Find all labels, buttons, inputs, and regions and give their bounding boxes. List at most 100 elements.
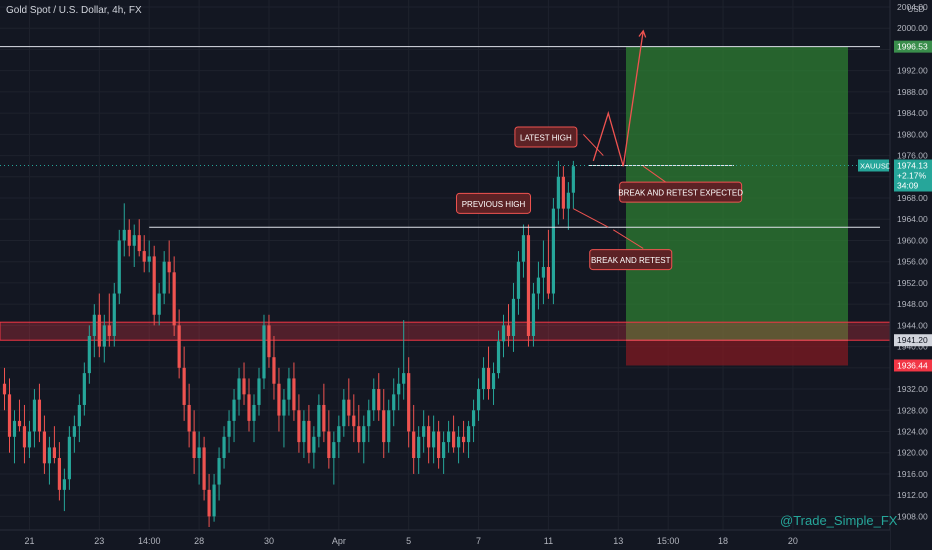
- annotation-box: [589, 249, 673, 271]
- annotation-label: BREAK AND RETEST: [591, 256, 671, 265]
- time-tick-label: 7: [476, 536, 481, 546]
- annotation[interactable]: PREVIOUS HIGH: [456, 192, 532, 214]
- candle-body: [162, 261, 166, 294]
- candle-body: [332, 442, 336, 459]
- time-tick-label: 30: [264, 536, 274, 546]
- candle-body: [127, 229, 131, 246]
- candle-body: [112, 293, 116, 336]
- candle-body: [571, 166, 575, 193]
- candle-body: [347, 399, 351, 416]
- symbol-title: Gold Spot / U.S. Dollar, 4h, FX: [6, 5, 142, 16]
- candle-body: [407, 373, 411, 432]
- candle-body: [402, 373, 406, 384]
- candle-body: [531, 293, 536, 336]
- candle-body: [102, 325, 106, 347]
- time-tick-label: 13: [613, 536, 623, 546]
- candle-body: [122, 229, 126, 241]
- annotation[interactable]: BREAK AND RETEST EXPECTED: [618, 181, 743, 203]
- candle-body: [322, 404, 326, 432]
- candle-body: [282, 399, 286, 416]
- candle-body: [242, 378, 246, 395]
- candle-body: [72, 426, 76, 437]
- annotation-label: BREAK AND RETEST EXPECTED: [618, 189, 743, 198]
- price-tick-label: 1928.00: [897, 405, 928, 415]
- price-tick-label: 1952.00: [897, 278, 928, 288]
- candle-body: [117, 240, 121, 294]
- annotation-box: [619, 181, 743, 203]
- candle-body: [516, 261, 521, 299]
- price-tick-label: 1916.00: [897, 469, 928, 479]
- candle-body: [511, 298, 516, 336]
- axis-bg: [890, 0, 932, 550]
- current-price-bg: [894, 159, 932, 192]
- price-tick-label: 1932.00: [897, 384, 928, 394]
- candle-body: [257, 378, 261, 405]
- candle-body: [372, 389, 376, 411]
- time-tick-label: Apr: [332, 536, 346, 546]
- candle-body: [481, 367, 486, 390]
- price-tick-label: 2000.00: [897, 23, 928, 33]
- price-tick-label: 1988.00: [897, 87, 928, 97]
- annotation[interactable]: BREAK AND RETEST: [589, 249, 673, 271]
- price-tick-label: 1940.00: [897, 342, 928, 352]
- annotation[interactable]: LATEST HIGH: [514, 126, 578, 148]
- candle-body: [67, 436, 71, 480]
- price-axis[interactable]: USD 1908.00 1912.00 1916.00 1920.00 1924.00 19…: [889, 0, 932, 550]
- candle-body: [22, 426, 27, 448]
- candle-body: [107, 325, 111, 336]
- candle-body: [466, 426, 471, 443]
- drawings[interactable]: PREVIOUS HIGH LATEST HIGH BREAK AND RETEST…: [456, 29, 744, 271]
- candle-body: [2, 383, 7, 395]
- candle-body: [147, 256, 151, 262]
- price-tick-label: 1976.00: [897, 151, 928, 161]
- candle-body: [382, 410, 386, 443]
- horizontal-levels[interactable]: XAUUSD: [0, 46, 892, 228]
- time-tick-label: 18: [718, 536, 728, 546]
- currency-label: USD: [908, 5, 925, 14]
- candle-body: [192, 431, 196, 459]
- candle-body: [132, 235, 136, 246]
- candle-body: [212, 484, 216, 517]
- price-tick-label: 1944.00: [897, 320, 928, 330]
- candle-body: [247, 394, 251, 421]
- candle-body: [566, 192, 570, 209]
- price-tick-label: 1908.00: [897, 511, 928, 521]
- time-axis[interactable]: 21 23 14:00 28 30 Apr 5 7 11 13 15:00 18 20: [0, 529, 890, 550]
- candle-body: [232, 399, 236, 421]
- candle-body: [456, 436, 461, 448]
- candle-body: [57, 458, 61, 490]
- candle-body: [461, 436, 466, 443]
- candle-body: [357, 426, 361, 443]
- candle-body: [7, 394, 12, 437]
- candle-body: [496, 341, 501, 374]
- candle-body: [476, 389, 481, 411]
- price-tick-label: 1924.00: [897, 426, 928, 436]
- time-tick-label: 15:00: [657, 536, 680, 546]
- candle-body: [272, 357, 276, 384]
- candle-body: [417, 436, 421, 459]
- candle-body: [397, 383, 401, 395]
- candle-body: [387, 410, 391, 443]
- candle-body: [471, 410, 476, 427]
- candle-body: [292, 378, 296, 411]
- annotation-pointer: [613, 229, 644, 249]
- candle-body: [377, 389, 381, 411]
- current-change-text: +2.17%: [897, 170, 927, 180]
- candle-body: [307, 420, 311, 453]
- candle-body: [217, 458, 221, 485]
- candle-body: [267, 325, 271, 358]
- price-badge-bg: [894, 334, 932, 347]
- candle-body: [541, 267, 546, 278]
- candle-body: [92, 314, 96, 336]
- price-tick-label: 1948.00: [897, 299, 928, 309]
- candle-body: [536, 277, 541, 294]
- candle-body: [32, 399, 37, 432]
- price-badge-text: 1941.20: [897, 335, 928, 345]
- candle-body: [526, 235, 531, 336]
- candle-body: [491, 373, 496, 390]
- price-badge: 1996.53: [894, 40, 932, 53]
- annotation-label: PREVIOUS HIGH: [462, 200, 526, 209]
- time-tick-label: 14:00: [138, 536, 161, 546]
- annotation-pointer: [573, 208, 609, 228]
